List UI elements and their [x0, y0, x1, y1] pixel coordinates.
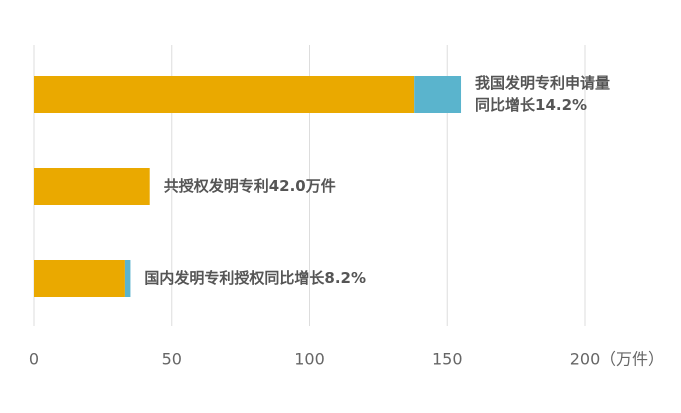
bar-segment: [124, 260, 131, 297]
bar-segment: [34, 260, 125, 297]
annotation: 我国发明专利申请量: [475, 74, 610, 92]
x-tick-label: 150: [432, 350, 463, 369]
bar-segment: [414, 76, 462, 113]
x-axis-label: （万件）: [600, 350, 664, 369]
bar-segment: [34, 76, 415, 113]
x-tick-label: 200: [570, 350, 601, 369]
x-tick-label: 0: [29, 350, 39, 369]
annotation: 同比增长14.2%: [475, 96, 587, 114]
annotation: 共授权发明专利42.0万件: [164, 177, 336, 195]
x-tick-label: 100: [294, 350, 325, 369]
bar-segment: [34, 168, 150, 205]
annotation: 国内发明专利授权同比增长8.2%: [144, 269, 366, 287]
x-tick-label: 50: [162, 350, 182, 369]
